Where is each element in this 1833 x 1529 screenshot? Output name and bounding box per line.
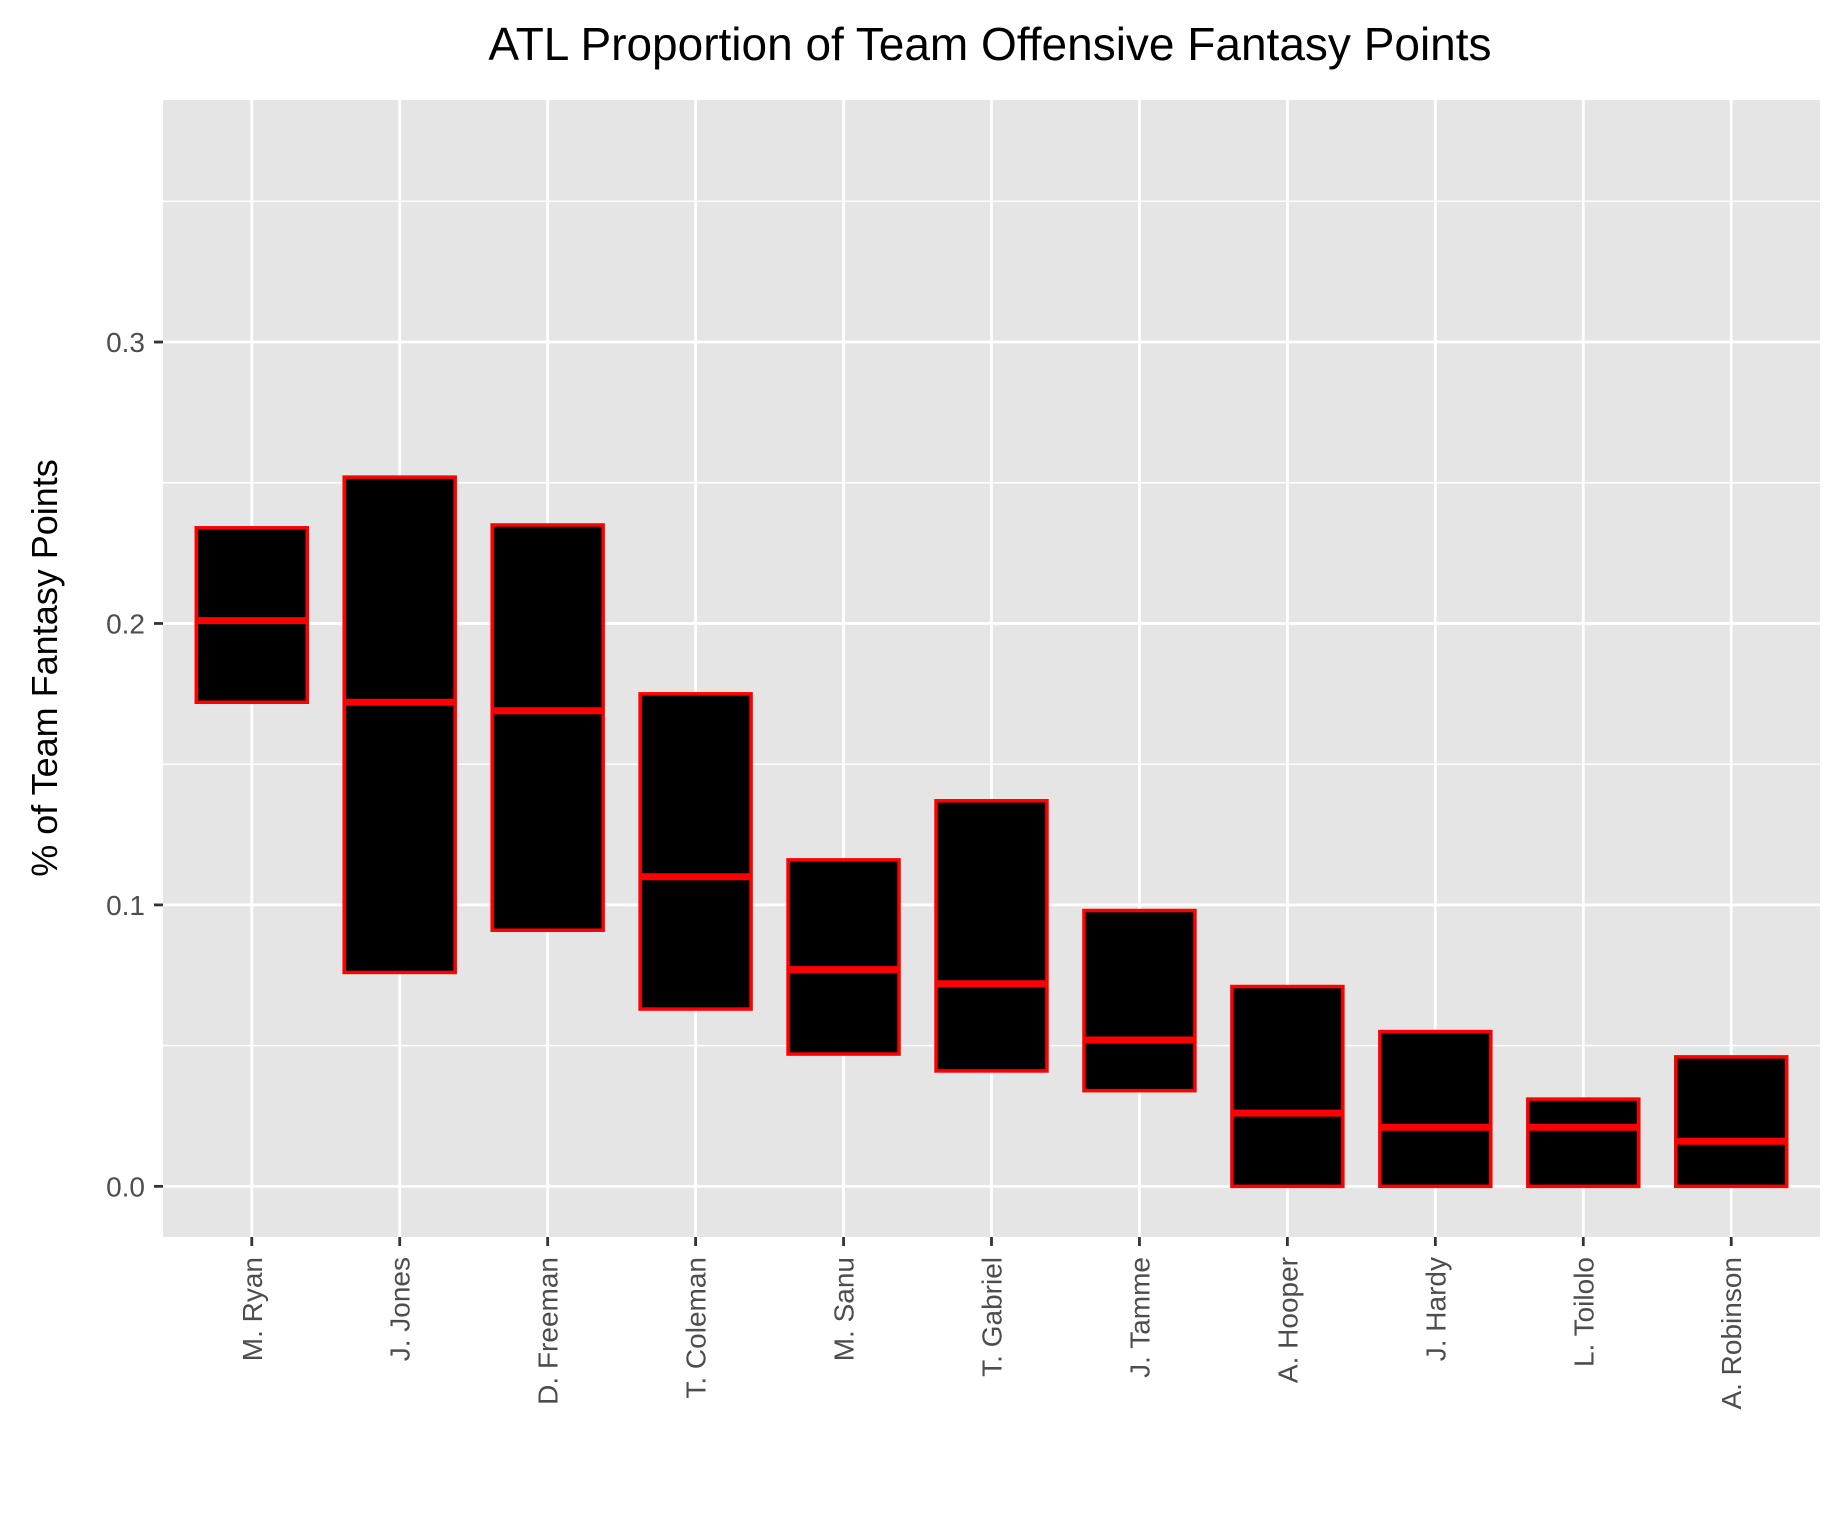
x-tick-label: A. Hooper [1272,1257,1303,1383]
y-tick-label: 0.1 [106,890,145,921]
box [1082,908,1197,1093]
box [638,692,753,1011]
y-axis: 0.0 0.1 0.2 0.3 [106,327,163,1202]
x-tick-label: T. Coleman [681,1257,712,1399]
x-axis: M. Ryan J. Jones D. Freeman T. Coleman M. Sa… [237,1237,1747,1410]
box [934,799,1049,1073]
y-axis-label: % of Team Fantasy Points [24,459,65,877]
box [1230,984,1345,1189]
x-tick-label: J. Jones [385,1257,416,1361]
x-tick-label: L. Toilolo [1568,1257,1599,1367]
x-tick-label: D. Freeman [533,1257,564,1405]
x-tick-label: A. Robinson [1716,1257,1747,1410]
y-tick-label: 0.3 [106,327,145,358]
x-tick-label: T. Gabriel [977,1257,1008,1377]
box [194,526,309,705]
chart-title: ATL Proportion of Team Offensive Fantasy… [488,18,1491,70]
box [1378,1029,1493,1189]
box [490,523,605,932]
box [342,475,457,975]
box [1526,1097,1641,1189]
y-tick-label: 0.0 [106,1171,145,1202]
box [786,858,901,1056]
box-layer [194,475,1789,1189]
x-tick-label: J. Hardy [1420,1257,1451,1361]
box [1674,1055,1789,1189]
x-tick-label: M. Sanu [829,1257,860,1361]
x-tick-label: J. Tamme [1124,1257,1155,1378]
x-tick-label: M. Ryan [237,1257,268,1361]
y-tick-label: 0.2 [106,608,145,639]
